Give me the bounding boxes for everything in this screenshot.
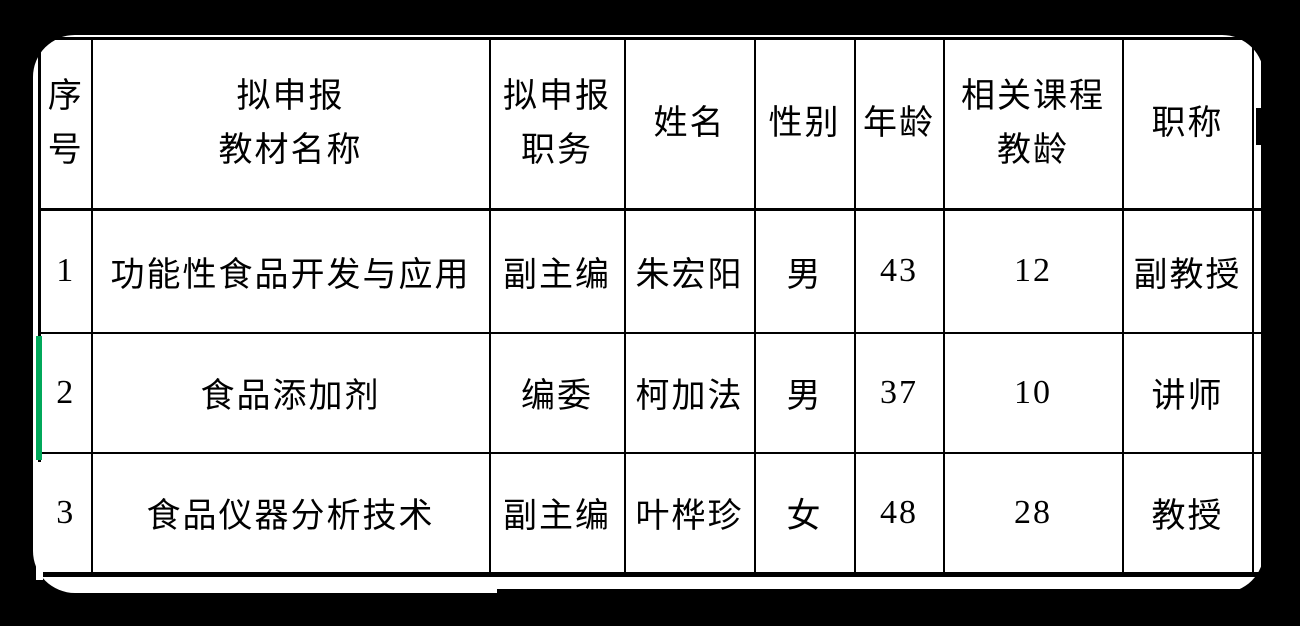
cell-teaching-years: 28 <box>942 451 1124 577</box>
header-textbook: 拟申报 教材名称 <box>90 37 491 211</box>
cell-textbook: 食品仪器分析技术 <box>90 451 491 577</box>
header-teaching-years-line2: 教龄 <box>997 132 1069 169</box>
header-textbook-line2: 教材名称 <box>218 132 363 169</box>
cell-teaching-years: 10 <box>942 331 1124 454</box>
cut-off-text-fragment <box>1255 108 1261 145</box>
header-textbook-line1: 拟申报 <box>236 78 345 115</box>
cell-age: 37 <box>853 331 945 454</box>
cell-title: 副教授 <box>1121 208 1254 334</box>
cell-serial: 2 <box>38 331 93 454</box>
table-header-row: 序 号 拟申报 教材名称 拟申报 职务 姓名 性别 <box>38 37 1263 211</box>
cell-position: 副主编 <box>488 208 626 334</box>
header-teaching-years-line1: 相关课程 <box>961 78 1105 115</box>
document-sheet: 序 号 拟申报 教材名称 拟申报 职务 姓名 性别 <box>33 35 1264 593</box>
cell-age: 43 <box>853 208 945 334</box>
left-edge-green-marker <box>36 336 42 460</box>
cell-name: 叶桦珍 <box>623 451 756 577</box>
cell-textbook: 食品添加剂 <box>90 331 491 454</box>
cell-cutoff-column <box>1251 331 1263 454</box>
cell-name: 柯加法 <box>623 331 756 454</box>
header-title-line1: 职称 <box>1151 105 1224 142</box>
header-position-line1: 拟申报 <box>503 78 611 115</box>
cell-serial: 1 <box>38 208 93 334</box>
applicants-table: 序 号 拟申报 教材名称 拟申报 职务 姓名 性别 <box>38 37 1264 577</box>
cell-serial: 3 <box>38 451 93 577</box>
cell-title: 讲师 <box>1121 331 1254 454</box>
header-title: 职称 <box>1121 37 1254 211</box>
header-gender-line1: 性别 <box>768 105 841 142</box>
cell-teaching-years: 12 <box>942 208 1124 334</box>
header-position-line2: 职务 <box>521 132 593 169</box>
cell-title: 教授 <box>1121 451 1254 577</box>
header-position: 拟申报 职务 <box>488 37 626 211</box>
bottom-right-background-patch <box>497 589 1264 593</box>
cell-textbook: 功能性食品开发与应用 <box>90 208 491 334</box>
cell-age: 48 <box>853 451 945 577</box>
cell-cutoff-column <box>1251 451 1263 577</box>
cell-gender: 男 <box>753 331 856 454</box>
cell-name: 朱宏阳 <box>623 208 756 334</box>
header-cutoff-column <box>1251 37 1263 211</box>
table-row: 1 功能性食品开发与应用 副主编 朱宏阳 男 43 12 副教授 <box>38 208 1263 334</box>
header-age: 年龄 <box>853 37 945 211</box>
header-serial: 序 号 <box>38 37 93 211</box>
header-name-line1: 姓名 <box>653 105 726 142</box>
cell-gender: 男 <box>753 208 856 334</box>
header-age-line1: 年龄 <box>863 105 935 142</box>
cell-cutoff-column <box>1251 208 1263 334</box>
cell-gender: 女 <box>753 451 856 577</box>
header-gender: 性别 <box>753 37 856 211</box>
cell-position: 副主编 <box>488 451 626 577</box>
cell-position: 编委 <box>488 331 626 454</box>
table-row: 2 食品添加剂 编委 柯加法 男 37 10 讲师 <box>38 331 1263 454</box>
left-border-gap <box>36 462 43 580</box>
table-row: 3 食品仪器分析技术 副主编 叶桦珍 女 48 28 教授 <box>38 451 1263 577</box>
header-serial-line1: 序 <box>47 78 84 115</box>
header-name: 姓名 <box>623 37 756 211</box>
header-serial-line2: 号 <box>47 132 84 169</box>
header-teaching-years: 相关课程 教龄 <box>942 37 1124 211</box>
